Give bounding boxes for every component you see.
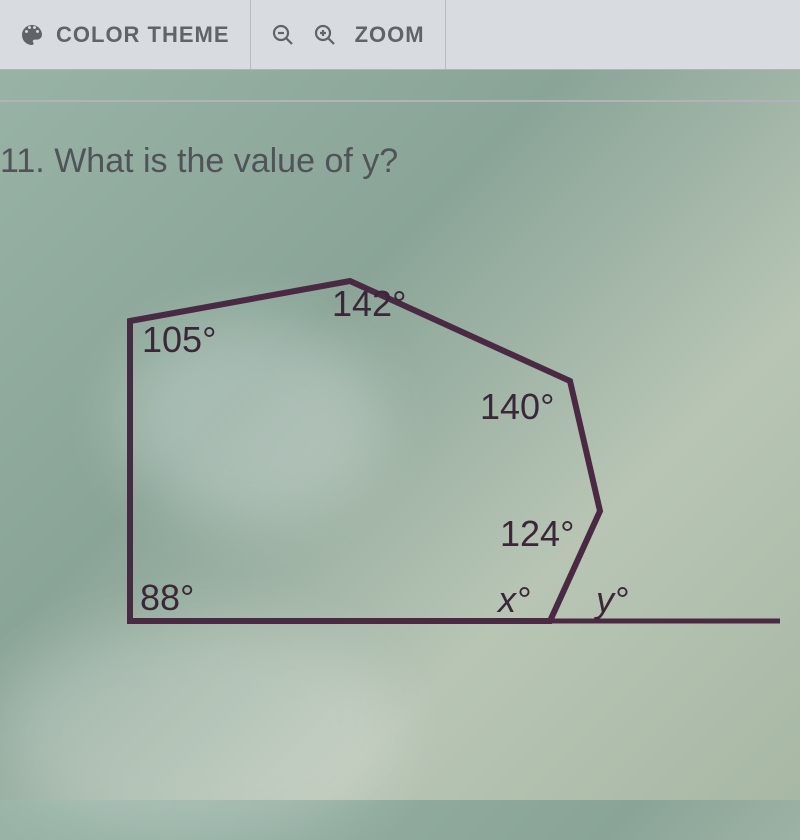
- y-angle-label: y°: [596, 579, 628, 621]
- palette-icon: [20, 23, 44, 47]
- zoom-in-icon[interactable]: [313, 23, 337, 47]
- angle-88: 88°: [140, 577, 194, 619]
- x-angle-label: x°: [498, 579, 530, 621]
- angle-142: 142°: [332, 283, 406, 325]
- question-text: 11. What is the value of y?: [0, 142, 800, 181]
- color-theme-section[interactable]: COLOR THEME: [0, 0, 251, 69]
- question-number: 11.: [0, 142, 45, 180]
- zoom-label: ZOOM: [355, 22, 425, 48]
- toolbar: COLOR THEME ZOOM: [0, 0, 800, 70]
- angle-140: 140°: [480, 386, 554, 428]
- diagram: 105° 142° 140° 124° 88° x° y°: [0, 251, 800, 701]
- question-body: What is the value of y?: [54, 142, 398, 180]
- angle-124: 124°: [500, 513, 574, 555]
- zoom-out-icon[interactable]: [271, 23, 295, 47]
- content-area: 11. What is the value of y? 105° 142° 14…: [0, 102, 800, 701]
- color-theme-label: COLOR THEME: [56, 22, 230, 48]
- zoom-section: ZOOM: [251, 0, 446, 69]
- angle-105: 105°: [142, 319, 216, 361]
